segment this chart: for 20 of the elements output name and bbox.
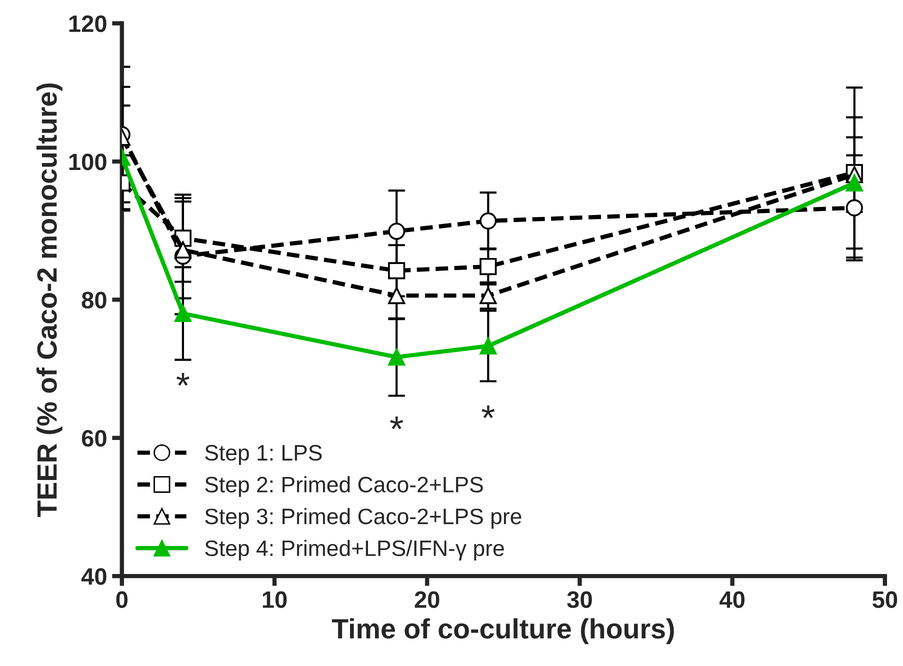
annotation: * [482,405,495,418]
y-tick-label: 60 [82,430,106,447]
x-tick-label: 0 [116,591,128,608]
x-tick-label: 30 [567,591,592,608]
y-tick-label: 100 [69,154,106,170]
x-tick-label: 10 [262,591,287,608]
y-axis-title: TEER (% of Caco-2 monoculture) [36,83,62,517]
annotation: * [176,373,190,386]
legend-label: Step 2: Primed Caco-2+LPS [205,476,483,497]
annotation: * [390,416,404,430]
y-tick-label: 120 [69,15,106,32]
x-axis-title: Time of co-culture (hours) [332,618,674,644]
y-tick-label: 80 [82,292,106,308]
x-tick-label: 50 [872,591,898,608]
legend-label: Step 4: Primed+LPS/IFN-γ pre [205,540,504,561]
legend-label: Step 1: LPS [205,444,322,466]
x-tick-label: 40 [720,591,744,608]
x-tick-label: 20 [414,591,440,608]
legend-label: Step 3: Primed Caco-2+LPS pre [205,508,522,529]
y-tick-label: 40 [81,568,106,585]
